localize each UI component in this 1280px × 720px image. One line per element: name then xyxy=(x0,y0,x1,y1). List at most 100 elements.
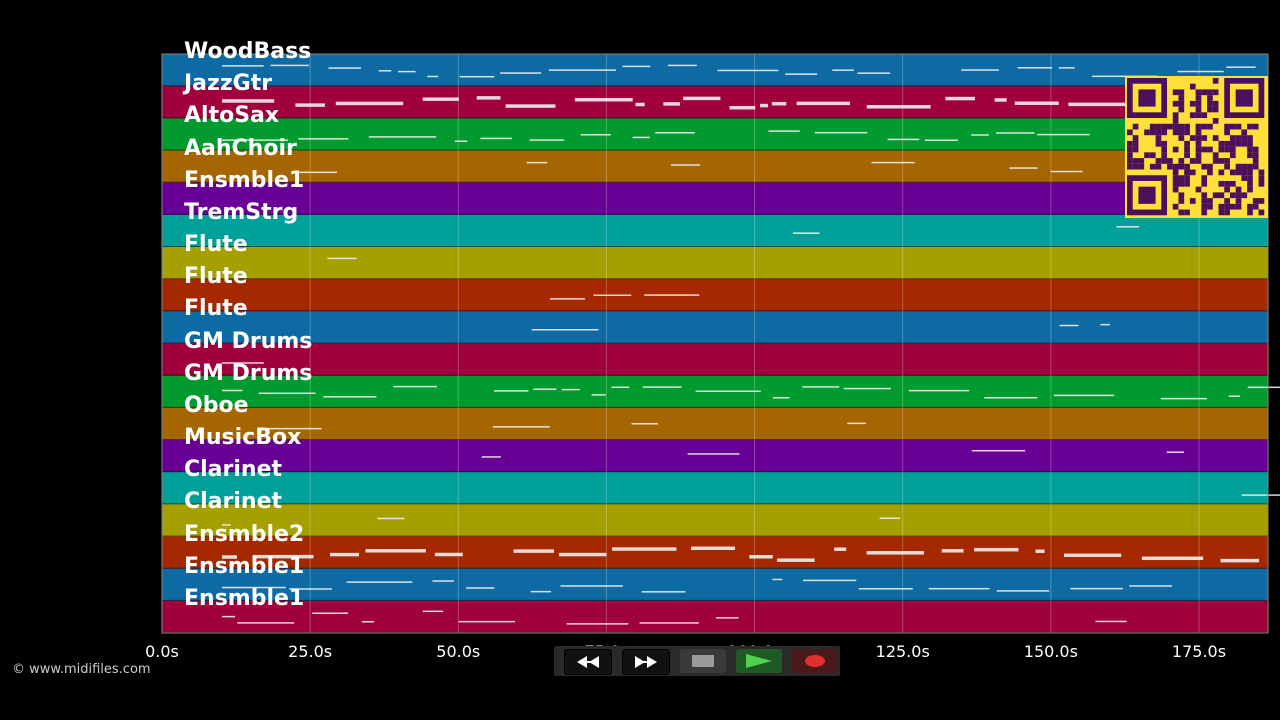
note xyxy=(639,622,699,624)
note xyxy=(887,138,920,141)
note xyxy=(642,386,682,388)
note xyxy=(941,549,964,553)
note xyxy=(971,134,989,136)
note xyxy=(717,69,779,72)
note xyxy=(289,588,332,590)
track-label: WoodBass xyxy=(184,39,312,64)
lane-divider xyxy=(162,310,1268,312)
note xyxy=(1059,324,1079,327)
note xyxy=(222,615,236,618)
note xyxy=(843,387,892,390)
time-tick-label: 50.0s xyxy=(436,642,481,661)
note xyxy=(994,98,1007,102)
track-label: Clarinet xyxy=(184,457,283,483)
note xyxy=(1100,323,1110,326)
note xyxy=(1050,170,1083,173)
note xyxy=(871,161,915,164)
stop-icon xyxy=(692,655,714,667)
note xyxy=(459,75,495,78)
track-label: Ensmble1 xyxy=(184,585,305,611)
track-lane xyxy=(162,311,1268,344)
note xyxy=(1095,620,1127,623)
note xyxy=(695,390,761,393)
lane-divider xyxy=(162,439,1268,440)
lane-divider xyxy=(162,471,1268,473)
note xyxy=(529,139,565,141)
note xyxy=(492,426,550,428)
note xyxy=(1141,556,1204,561)
note xyxy=(500,72,542,74)
note xyxy=(974,547,1019,552)
note xyxy=(924,139,958,141)
transport-controls xyxy=(554,646,840,676)
lane-divider xyxy=(162,406,1268,408)
track-label: Ensmble1 xyxy=(184,553,305,579)
note xyxy=(480,137,512,140)
note xyxy=(1241,494,1280,496)
track-label: AltoSax xyxy=(184,103,280,129)
rewind-icon xyxy=(577,656,599,668)
note xyxy=(422,610,444,613)
note xyxy=(622,65,651,68)
note xyxy=(961,69,999,71)
lane-divider xyxy=(162,149,1268,151)
note xyxy=(526,161,548,164)
note xyxy=(1160,397,1207,400)
note xyxy=(365,549,426,553)
note xyxy=(635,102,645,107)
note xyxy=(814,131,868,134)
note xyxy=(866,551,925,555)
note xyxy=(772,578,783,581)
time-tick-label: 175.0s xyxy=(1171,642,1227,661)
note xyxy=(631,423,659,425)
note xyxy=(971,449,1026,452)
note xyxy=(222,389,243,392)
track-lane xyxy=(162,182,1268,215)
record-button[interactable] xyxy=(792,649,838,673)
note xyxy=(1063,553,1122,558)
note xyxy=(1116,226,1140,228)
track-lane xyxy=(162,118,1268,151)
note xyxy=(432,580,454,582)
note xyxy=(566,623,629,625)
note xyxy=(593,294,632,297)
note xyxy=(560,585,623,587)
lane-divider xyxy=(162,246,1268,247)
note xyxy=(558,552,607,557)
rewind-button[interactable] xyxy=(564,649,612,675)
track-lane xyxy=(162,440,1268,473)
note xyxy=(683,96,721,101)
note xyxy=(1226,66,1256,68)
stop-button[interactable] xyxy=(680,649,726,673)
note xyxy=(945,96,975,101)
note xyxy=(1068,102,1131,107)
note xyxy=(667,64,697,67)
track-lane xyxy=(162,247,1268,280)
lane-divider xyxy=(162,213,1268,215)
track-label: JazzGtr xyxy=(184,71,273,97)
note xyxy=(1014,101,1059,105)
lane-divider xyxy=(162,567,1268,569)
track-lane xyxy=(162,86,1268,119)
note xyxy=(996,590,1050,592)
note xyxy=(591,394,606,396)
note xyxy=(561,388,580,391)
time-tick-label: 0.0s xyxy=(145,642,179,661)
note xyxy=(222,586,286,589)
note xyxy=(691,546,736,551)
track-lane xyxy=(162,407,1268,440)
note xyxy=(327,257,357,260)
note xyxy=(1129,585,1173,587)
play-button[interactable] xyxy=(736,649,782,673)
note xyxy=(612,547,677,551)
note xyxy=(984,396,1038,399)
track-lane xyxy=(162,472,1268,505)
track-label: Flute xyxy=(184,264,248,290)
track-lane xyxy=(162,214,1268,247)
note xyxy=(368,136,437,138)
fast-forward-button[interactable] xyxy=(622,649,670,675)
note xyxy=(298,138,349,140)
track-lane xyxy=(162,279,1268,312)
track-lane xyxy=(162,54,1268,87)
